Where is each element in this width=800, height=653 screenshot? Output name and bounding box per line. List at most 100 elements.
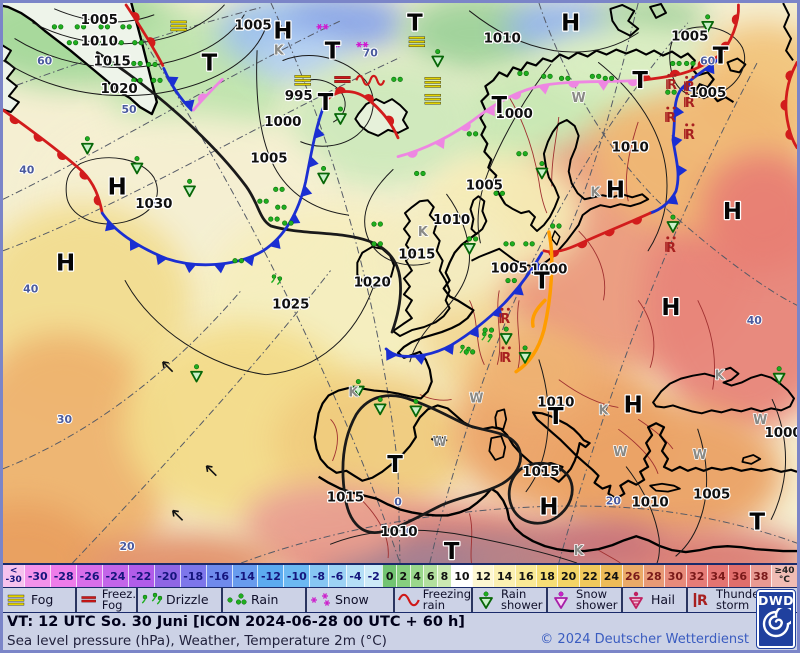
symbol-rain — [550, 223, 562, 229]
freezefog-icon — [81, 596, 96, 603]
pressure-labels: 1005101010151020100599510001005103010251… — [79, 12, 797, 542]
symbol-rain — [391, 76, 403, 82]
symbol-fog — [294, 75, 311, 86]
svg-text:40: 40 — [747, 314, 763, 327]
svg-text:R: R — [685, 96, 695, 111]
symbol-fog — [408, 36, 426, 48]
legend-label: Freezing rain — [422, 588, 471, 612]
svg-text:R: R — [666, 241, 676, 256]
colorbar-cell: 36 — [728, 565, 750, 587]
front-cold — [100, 105, 325, 267]
colorbar-cell: -8 — [309, 565, 328, 587]
svg-text:K: K — [348, 385, 359, 400]
isobar — [54, 8, 155, 23]
svg-text:T: T — [548, 404, 564, 430]
svg-text:H: H — [723, 199, 742, 225]
svg-text:10: 10 — [398, 525, 414, 538]
svg-text:T: T — [202, 50, 218, 76]
isobar — [477, 63, 552, 244]
colorbar-cell: -14 — [231, 565, 258, 587]
description-line: Sea level pressure (hPa), Weather, Tempe… — [3, 631, 797, 650]
svg-text:T: T — [632, 68, 648, 94]
thunder-icon: R — [693, 593, 708, 609]
symbol-shower — [463, 236, 476, 255]
symbol-rain — [517, 70, 529, 76]
symbol-thunder: R — [684, 75, 695, 95]
symbol-fog — [170, 20, 187, 32]
isobar — [468, 10, 639, 53]
isobar — [598, 61, 668, 252]
symbol-rain — [286, 94, 298, 100]
symbol-drizzle — [459, 344, 471, 356]
symbol-shower — [535, 161, 549, 180]
symbol-rain — [466, 131, 479, 137]
symbol-thunder: R — [665, 106, 676, 126]
svg-text:K: K — [598, 403, 609, 418]
isobar — [525, 359, 549, 493]
svg-text:T: T — [750, 509, 766, 535]
svg-text:1000: 1000 — [764, 426, 797, 441]
svg-text:T: T — [534, 268, 550, 294]
svg-text:T: T — [318, 90, 334, 116]
svg-text:1005: 1005 — [671, 30, 708, 45]
legend-item-snowshower: Snow shower — [546, 588, 621, 612]
svg-text:1000: 1000 — [496, 107, 533, 122]
symbol-thunder: R — [665, 236, 676, 256]
colorbar-cell: -20 — [153, 565, 180, 587]
svg-text:1000: 1000 — [530, 263, 567, 278]
colorbar-cell: -4 — [345, 565, 365, 587]
svg-text:1005: 1005 — [693, 488, 730, 503]
svg-text:R: R — [697, 593, 708, 609]
colorbar-cell: 18 — [536, 565, 558, 587]
colorbar-cell: 14 — [493, 565, 515, 587]
svg-text:1030: 1030 — [135, 197, 172, 212]
colorbar-cell: -16 — [205, 565, 232, 587]
rain-icon — [227, 593, 247, 605]
graticule-labels: 60 50 40 30 40 30 20 70 0 60 20 40 10 — [18, 46, 763, 555]
colorbar-cell: -10 — [283, 565, 310, 587]
svg-text:T: T — [407, 11, 423, 37]
symbol-thunder: R — [684, 91, 695, 111]
symbol-rain — [257, 198, 269, 204]
temperature-blob — [543, 518, 663, 563]
dwd-logo: DWD — [756, 589, 796, 649]
symbol-rain — [505, 277, 517, 284]
svg-text:1025: 1025 — [272, 297, 309, 312]
symbol-rain — [131, 77, 143, 83]
legend-item-drizzle: Drizzle — [136, 588, 221, 612]
symbol-rain — [74, 24, 87, 30]
symbol-drizzle — [481, 331, 493, 343]
colorbar-cell: -22 — [127, 565, 154, 587]
freezerain-icon — [397, 593, 420, 607]
colorbar-cell: -6 — [327, 565, 346, 587]
bottom-panel: < -30 -30 -28 -26 -24 -22 -20 -18 -16 -14 -12 -10 -8-… — [3, 565, 797, 650]
snow-icon — [311, 593, 330, 606]
symbol-shower — [130, 156, 144, 175]
colorbar-cell: -18 — [179, 565, 206, 587]
legend-item-rainshower: Rain shower — [471, 588, 546, 612]
symbol-rain — [151, 77, 163, 83]
colorbar-cell: -30 — [24, 565, 51, 587]
svg-text:R: R — [685, 80, 695, 95]
svg-text:T: T — [713, 43, 729, 69]
colorbar-cell: 6 — [423, 565, 438, 587]
svg-text:1005: 1005 — [81, 13, 118, 28]
symbol-rain — [132, 40, 144, 46]
svg-text:W: W — [572, 91, 586, 106]
svg-text:70: 70 — [363, 47, 379, 60]
svg-text:H: H — [273, 19, 292, 45]
colorbar-cell: -12 — [257, 565, 284, 587]
svg-text:40: 40 — [23, 282, 39, 295]
symbol-rain — [282, 220, 294, 226]
svg-text:1010: 1010 — [612, 141, 649, 156]
symbol-snow — [328, 41, 341, 48]
front-trough — [530, 298, 547, 328]
svg-text:1005: 1005 — [491, 262, 528, 277]
symbol-rain — [371, 221, 383, 227]
copyright-text: © 2024 Deutscher Wetterdienst — [540, 632, 749, 647]
symbol-rain — [131, 60, 143, 67]
weather-symbol-legend: Fog Freez. Fog Drizzle Rain Snow Freezing rain R… — [3, 588, 797, 613]
isobar — [675, 428, 708, 557]
svg-text:K: K — [591, 185, 602, 200]
isobar — [625, 466, 660, 563]
